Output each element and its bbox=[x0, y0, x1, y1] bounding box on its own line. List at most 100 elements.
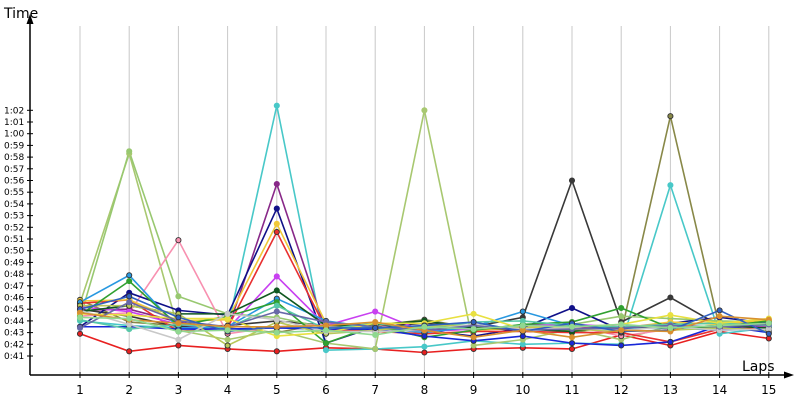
y-tick-label: 0:49 bbox=[4, 258, 24, 268]
data-point bbox=[126, 278, 133, 285]
data-point bbox=[568, 334, 576, 341]
x-tick-label: 11 bbox=[564, 383, 579, 397]
y-tick-label: 0:43 bbox=[4, 329, 24, 339]
y-tick-label: 0:54 bbox=[4, 200, 24, 210]
data-point bbox=[421, 333, 428, 340]
x-tick-label: 6 bbox=[322, 383, 330, 397]
data-point bbox=[322, 347, 330, 354]
data-point bbox=[175, 320, 182, 327]
data-point bbox=[372, 308, 379, 315]
data-point bbox=[667, 294, 674, 301]
y-tick-label: 0:41 bbox=[4, 352, 24, 362]
y-tick-label: 0:47 bbox=[4, 282, 24, 292]
data-point bbox=[372, 345, 379, 353]
y-tick-label: 0:59 bbox=[4, 141, 24, 151]
x-tick-label: 13 bbox=[663, 383, 678, 397]
data-point bbox=[273, 302, 280, 309]
x-tick-label: 2 bbox=[125, 383, 133, 397]
x-tick-label: 14 bbox=[712, 383, 727, 397]
y-tick-label: 0:42 bbox=[4, 340, 24, 350]
x-tick-label: 5 bbox=[273, 383, 281, 397]
data-point bbox=[568, 345, 576, 353]
y-tick-label: 0:50 bbox=[4, 247, 24, 257]
data-point bbox=[568, 304, 576, 312]
data-point bbox=[618, 327, 625, 334]
data-point bbox=[667, 324, 674, 331]
data-point bbox=[273, 308, 280, 315]
data-point bbox=[716, 322, 723, 329]
y-tick-label: 1:01 bbox=[4, 118, 24, 128]
data-point bbox=[765, 330, 772, 337]
data-point bbox=[519, 322, 526, 329]
data-point bbox=[568, 177, 576, 184]
x-tick-label: 12 bbox=[614, 383, 629, 397]
y-tick-label: 0:53 bbox=[4, 212, 24, 222]
data-point bbox=[273, 180, 280, 188]
data-point bbox=[175, 328, 182, 335]
data-point bbox=[618, 313, 625, 320]
data-point bbox=[568, 323, 576, 330]
data-point bbox=[273, 228, 280, 236]
data-point bbox=[470, 319, 477, 326]
data-point bbox=[175, 342, 182, 349]
points-layer bbox=[76, 102, 772, 356]
data-point bbox=[224, 310, 231, 317]
data-point bbox=[273, 287, 280, 294]
data-point bbox=[224, 327, 231, 334]
data-point bbox=[372, 331, 379, 338]
data-point bbox=[273, 323, 280, 330]
data-point bbox=[126, 272, 133, 279]
data-point bbox=[618, 342, 625, 349]
data-point bbox=[273, 205, 280, 212]
data-point bbox=[273, 329, 280, 336]
data-point bbox=[421, 343, 428, 350]
data-point bbox=[470, 326, 477, 333]
y-tick-label: 0:57 bbox=[4, 165, 24, 175]
data-point bbox=[175, 336, 182, 343]
data-point bbox=[421, 349, 428, 356]
data-point bbox=[76, 330, 84, 337]
y-tick-label: 0:48 bbox=[4, 270, 24, 280]
data-point bbox=[175, 314, 182, 321]
data-point bbox=[126, 315, 133, 322]
y-tick-label: 0:52 bbox=[4, 223, 24, 233]
x-axis-arrow bbox=[784, 371, 794, 379]
data-point bbox=[667, 113, 674, 120]
data-point bbox=[273, 316, 280, 323]
data-point bbox=[519, 308, 526, 315]
y-tick-label: 0:56 bbox=[4, 177, 24, 187]
data-point bbox=[421, 323, 428, 330]
data-point bbox=[716, 307, 723, 314]
data-point bbox=[175, 293, 182, 300]
x-tick-label: 9 bbox=[470, 383, 478, 397]
x-tick-label: 3 bbox=[175, 383, 183, 397]
data-point bbox=[126, 348, 133, 355]
x-axis-title: Laps bbox=[742, 359, 775, 375]
data-point bbox=[765, 320, 772, 327]
data-point bbox=[76, 314, 84, 321]
data-point bbox=[667, 182, 674, 189]
axes bbox=[26, 14, 794, 379]
x-tick-label: 10 bbox=[515, 383, 530, 397]
x-tick-label: 8 bbox=[421, 383, 429, 397]
data-point bbox=[126, 148, 133, 155]
data-point bbox=[568, 340, 576, 347]
y-tick-label: 0:45 bbox=[4, 305, 24, 315]
x-tick-label: 4 bbox=[224, 383, 232, 397]
x-tick-label: 1 bbox=[76, 383, 84, 397]
y-tick-label: 1:02 bbox=[4, 106, 24, 116]
data-point bbox=[667, 338, 674, 346]
data-point bbox=[470, 310, 477, 317]
data-point bbox=[273, 348, 280, 355]
data-point bbox=[126, 299, 133, 306]
x-tick-label: 7 bbox=[371, 383, 379, 397]
y-tick-label: 0:58 bbox=[4, 153, 24, 163]
data-point bbox=[224, 336, 231, 343]
y-tick-labels: 0:41 0:420:43 0:44 0:450:46 0:47 0:48 0:490:50… bbox=[4, 106, 33, 362]
data-point bbox=[76, 324, 84, 331]
data-point bbox=[273, 273, 280, 280]
y-tick-label: 0:51 bbox=[4, 235, 24, 245]
data-point bbox=[372, 319, 379, 326]
